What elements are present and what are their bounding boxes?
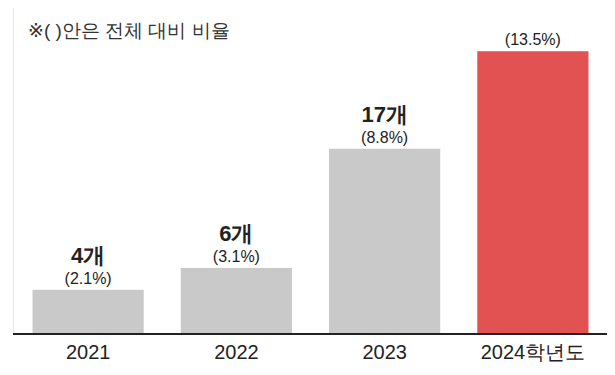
svg-text:6개(3.1%): 6개(3.1%) [213,221,260,265]
svg-text:※( )안은 전체 대비 비율: ※( )안은 전체 대비 비율 [28,20,230,41]
svg-text:2021: 2021 [66,341,111,363]
svg-text:2022: 2022 [214,341,259,363]
svg-text:2023: 2023 [362,341,407,363]
svg-text:2024학년도: 2024학년도 [481,341,586,363]
svg-text:17개(8.8%): 17개(8.8%) [361,102,408,146]
svg-text:4개(2.1%): 4개(2.1%) [65,243,112,287]
svg-text:(13.5%): (13.5%) [505,31,561,48]
